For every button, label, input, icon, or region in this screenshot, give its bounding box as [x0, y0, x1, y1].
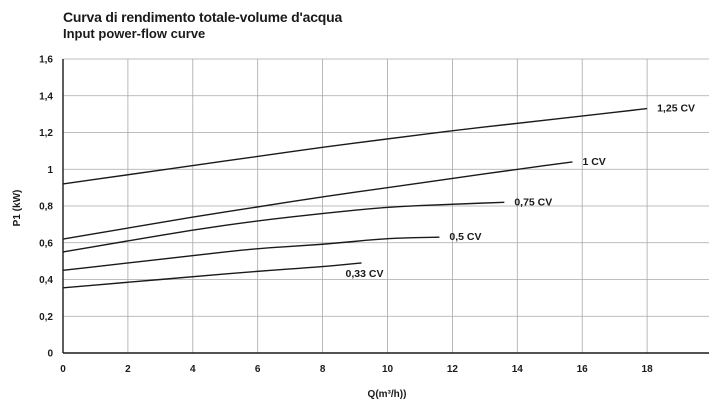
series-line	[62, 262, 362, 289]
series-lines	[62, 107, 648, 289]
x-tick-label: 18	[642, 364, 654, 375]
axes	[62, 59, 709, 354]
y-tick-label: 0,4	[39, 275, 53, 286]
series-line	[62, 161, 573, 240]
y-tick-label: 1,6	[39, 55, 53, 66]
chart-title: Curva di rendimento totale-volume d'acqu…	[63, 9, 343, 25]
y-tick-label: 0	[47, 349, 53, 360]
series-label: 1 CV	[582, 156, 605, 168]
y-tick-label: 1,4	[39, 91, 53, 102]
x-tick-label: 10	[382, 364, 394, 375]
y-tick-label: 1,2	[39, 128, 53, 139]
series-line	[62, 201, 505, 253]
x-tick-label: 0	[60, 364, 66, 375]
x-tick-label: 2	[125, 364, 131, 375]
y-tick-label: 1	[47, 165, 53, 176]
y-tick-label: 0,8	[39, 202, 53, 213]
x-tick-label: 12	[447, 364, 459, 375]
y-tick-label: 0,6	[39, 238, 53, 249]
x-axis-label: Q(m³/h))	[368, 389, 407, 400]
x-tick-label: 4	[190, 364, 196, 375]
series-line	[62, 236, 440, 272]
y-axis-label: P1 (kW)	[12, 190, 23, 227]
y-tick-label: 0,2	[39, 312, 53, 323]
series-labels: 1,25 CV 1 CV 0,75 CV 0,5 CV 0,33 CV	[346, 103, 696, 280]
series-label: 1,25 CV	[657, 103, 695, 115]
x-tick-label: 16	[577, 364, 589, 375]
x-tick-label: 14	[512, 364, 524, 375]
grid	[63, 58, 709, 353]
x-tick-label: 6	[255, 364, 261, 375]
chart-subtitle: Input power-flow curve	[63, 26, 206, 41]
series-label: 0,33 CV	[346, 268, 384, 280]
tick-labels: 024681012141618200,20,40,60,811,21,41,6	[39, 55, 654, 376]
x-tick-label: 8	[320, 364, 326, 375]
series-label: 0,5 CV	[449, 231, 481, 243]
series-label: 0,75 CV	[514, 196, 552, 208]
series-line	[62, 107, 648, 185]
